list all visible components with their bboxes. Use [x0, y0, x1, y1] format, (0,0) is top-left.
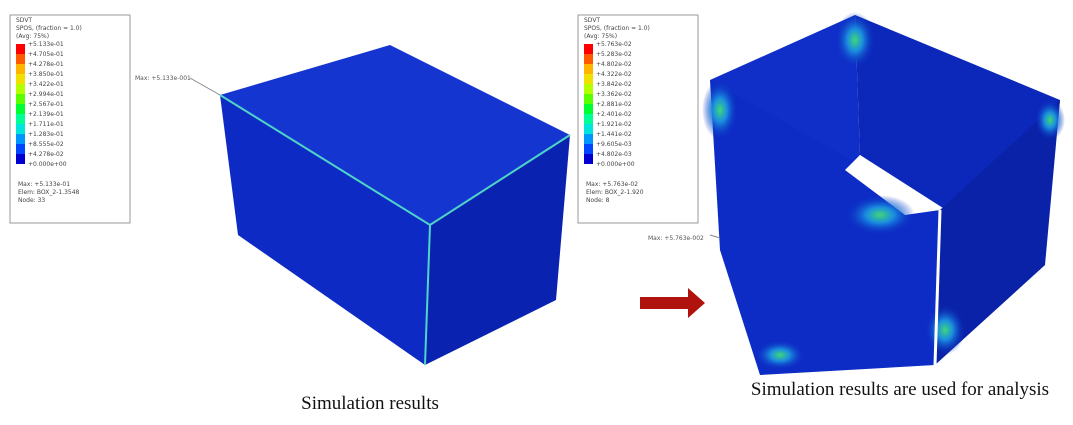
color-band — [584, 44, 593, 54]
legend-value: +2.994e-01 — [28, 91, 64, 98]
color-band — [16, 114, 25, 124]
legend-value: +0.000e+00 — [28, 161, 67, 168]
legend-value: +2.401e-02 — [596, 111, 632, 118]
legend-value: +1.921e-02 — [596, 121, 632, 128]
color-band — [16, 134, 25, 144]
color-band — [584, 94, 593, 104]
legend-title: SDVT — [16, 17, 32, 24]
legend-value: +0.000e+00 — [596, 161, 635, 168]
legend-footer: Max: +5.763e-02 — [586, 181, 638, 188]
legend-title: SPOS, (fraction = 1.0) — [16, 25, 82, 32]
color-band — [16, 54, 25, 64]
legend-title: SPOS, (fraction = 1.0) — [584, 25, 650, 32]
color-band — [16, 124, 25, 134]
color-band — [16, 84, 25, 94]
legend-value: +3.842e-02 — [596, 81, 632, 88]
color-band — [584, 154, 593, 164]
color-band — [584, 134, 593, 144]
color-band — [16, 154, 25, 164]
caption: Simulation results — [250, 393, 490, 415]
legend-value: +5.283e-02 — [596, 51, 632, 58]
color-band — [16, 104, 25, 114]
legend-value: +4.278e-01 — [28, 61, 64, 68]
legend-footer: Max: +5.133e-01 — [18, 181, 70, 188]
legend-title: SDVT — [584, 17, 600, 24]
legend-value: +4.802e-02 — [596, 61, 632, 68]
legend-title: (Avg: 75%) — [16, 33, 49, 40]
color-band — [16, 144, 25, 154]
legend-value: +5.133e-01 — [28, 41, 64, 48]
color-band — [16, 94, 25, 104]
max-callout: Max: +5.133e-001 — [135, 75, 191, 82]
legend-value: +1.711e-01 — [28, 121, 64, 128]
legend-value: +2.567e-01 — [28, 101, 64, 108]
legend-value: +2.881e-02 — [596, 101, 632, 108]
legend-value: +5.763e-02 — [596, 41, 632, 48]
color-band — [584, 124, 593, 134]
legend-footer: Elem: BOX_2-1.3548 — [18, 189, 80, 196]
color-band — [16, 64, 25, 74]
color-band — [16, 74, 25, 84]
legend-value: +1.441e-02 — [596, 131, 632, 138]
legend-title: (Avg: 75%) — [584, 33, 617, 40]
legend-value: +4.278e-02 — [28, 151, 64, 158]
legend-value: +8.555e-02 — [28, 141, 64, 148]
legend-value: +4.705e-01 — [28, 51, 64, 58]
legend-value: +9.605e-03 — [596, 141, 632, 148]
legend-value: +3.362e-02 — [596, 91, 632, 98]
legend-value: +4.322e-02 — [596, 71, 632, 78]
solid-box-model — [190, 45, 570, 365]
max-callout: Max: +5.763e-002 — [648, 235, 704, 242]
legend-footer: Node: 8 — [586, 197, 610, 204]
legend-value: +1.283e-01 — [28, 131, 64, 138]
arrow — [640, 288, 705, 318]
color-band — [584, 64, 593, 74]
legend-footer: Node: 33 — [18, 197, 45, 204]
color-band — [584, 114, 593, 124]
color-band — [584, 54, 593, 64]
figure: Max: +5.133e-001 Max: +5.763e-002 SDVTSP… — [0, 0, 1073, 425]
color-band — [16, 44, 25, 54]
legend-footer: Elem: BOX_2-1.920 — [586, 189, 644, 196]
legend-value: +4.802e-03 — [596, 151, 632, 158]
fea-figure: Max: +5.133e-001 Max: +5.763e-002 SDVTSP… — [0, 0, 1073, 425]
legend-value: +2.139e-01 — [28, 111, 64, 118]
legend-value: +3.422e-01 — [28, 81, 64, 88]
color-band — [584, 104, 593, 114]
caption: Simulation results are used for analysis — [745, 378, 1055, 402]
open-box-model — [702, 12, 1065, 375]
legend-value: +3.850e-01 — [28, 71, 64, 78]
color-band — [584, 84, 593, 94]
color-band — [584, 144, 593, 154]
color-band — [584, 74, 593, 84]
